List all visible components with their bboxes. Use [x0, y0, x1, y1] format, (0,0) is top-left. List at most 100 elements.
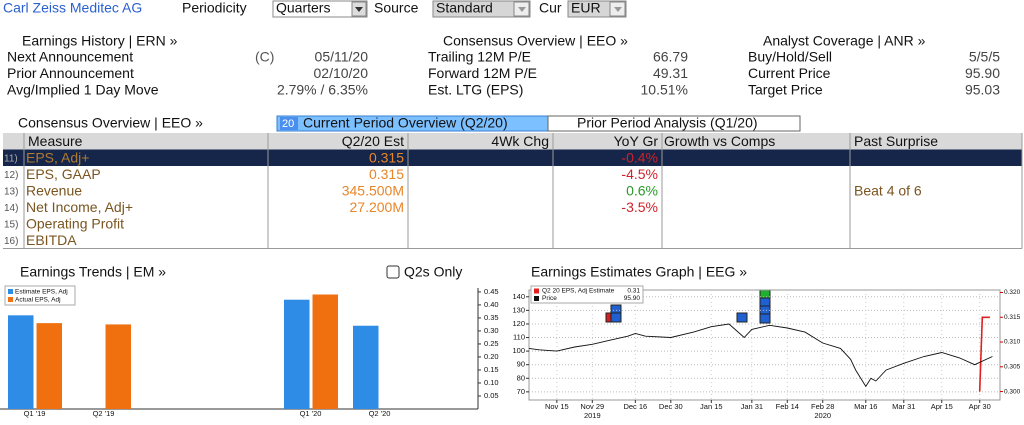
estimate: 345.500M	[342, 182, 404, 198]
y-tick-label: 80	[517, 373, 525, 382]
field-value: 5/5/5	[969, 49, 1000, 65]
section-title[interactable]: Consensus Overview | EEO »	[443, 33, 628, 49]
plot-frame	[528, 289, 1001, 401]
section-title[interactable]: Earnings Trends | EM »	[20, 264, 166, 280]
yoy-growth: -0.4%	[621, 149, 658, 165]
bar[interactable]	[8, 315, 34, 409]
y-tick-label: 120	[512, 319, 525, 328]
yoy-growth: -3.5%	[621, 199, 658, 215]
measure[interactable]: Revenue	[26, 182, 82, 198]
y2-tick-label: 0.320	[1004, 289, 1021, 296]
y-tick-label: 0.05	[484, 391, 499, 400]
measure[interactable]: Operating Profit	[26, 215, 124, 231]
y-tick-label: 70	[517, 387, 525, 396]
y-tick-label: 130	[512, 305, 525, 314]
x-tick-label: Feb 14	[776, 402, 799, 411]
bar[interactable]	[284, 299, 310, 409]
field-flag: (C)	[255, 49, 274, 65]
column-header: Growth vs Comps	[664, 133, 775, 149]
y-tick-label: 140	[512, 292, 525, 301]
measure[interactable]: EPS, GAAP	[26, 166, 101, 182]
x-tick-label: Apr 15	[931, 402, 953, 411]
row-highlight[interactable]	[3, 149, 1022, 167]
dropdown[interactable]	[272, 0, 368, 18]
field-value: 05/11/20	[315, 49, 369, 65]
x-tick-label: Q2 '19	[93, 409, 115, 418]
measure[interactable]: EBITDA	[26, 232, 77, 248]
section-title[interactable]: Consensus Overview | EEO »	[18, 115, 203, 131]
column-header: Past Surprise	[854, 133, 938, 149]
legend-swatch	[534, 288, 539, 294]
x-tick-label: Dec 30	[659, 402, 683, 411]
field-value: 95.90	[965, 65, 1000, 81]
legend	[530, 285, 644, 304]
tab[interactable]	[547, 115, 801, 132]
field-label: Forward 12M P/E	[428, 65, 537, 81]
bar[interactable]	[312, 294, 339, 409]
estimate: 0.315	[369, 166, 404, 182]
yoy-growth: 0.6%	[626, 182, 658, 198]
event-icon[interactable]	[610, 312, 622, 323]
bar[interactable]	[105, 324, 132, 409]
tab-label[interactable]: Current Period Overview (Q2/20)	[303, 115, 508, 131]
arrow-icon	[355, 7, 363, 12]
y-tick-label: 0.20	[484, 352, 499, 361]
source[interactable]: Standard	[436, 0, 493, 16]
y-tick-label: 90	[517, 360, 525, 369]
column-header: Measure	[28, 133, 83, 149]
company[interactable]: Carl Zeiss Meditec AG	[3, 0, 142, 16]
y2-tick-label: 0.300	[1004, 388, 1021, 395]
x-tick-label: Nov 15	[545, 402, 569, 411]
field-value: 02/10/20	[314, 65, 369, 81]
bar[interactable]	[353, 325, 379, 409]
checkbox-label[interactable]: Q2s Only	[404, 264, 462, 280]
field-label: Next Announcement	[7, 49, 133, 65]
field-label: Current Price	[748, 65, 831, 81]
section-title[interactable]: Earnings History | ERN »	[22, 33, 178, 49]
dropdown[interactable]	[432, 0, 531, 18]
event-icon[interactable]	[759, 313, 771, 324]
field-value: 10.51%	[641, 82, 688, 98]
field-label: Est. LTG (EPS)	[428, 82, 523, 98]
y2-tick-label: 0.305	[1004, 364, 1021, 371]
x-tick-label: Q2 '20	[369, 409, 391, 418]
y-tick-label: 100	[512, 346, 525, 355]
section-title[interactable]: Earnings Estimates Graph | EEG »	[531, 264, 747, 280]
legend-value: 95.90	[624, 295, 641, 302]
column-header: 4Wk Chg	[491, 133, 549, 149]
y-tick-label: 0.40	[484, 300, 499, 309]
yoy-growth: -4.5%	[621, 166, 658, 182]
y-tick-label: 0.25	[484, 339, 499, 348]
checkbox[interactable]	[386, 265, 400, 279]
x-tick-label: Feb 28	[811, 402, 834, 411]
field-label: Trailing 12M P/E	[428, 49, 531, 65]
currency-label: Cur	[539, 0, 562, 16]
x-tick-label: Mar 31	[892, 402, 915, 411]
field-value: 95.03	[965, 82, 1000, 98]
periodicity[interactable]: Quarters	[276, 0, 330, 16]
row-number: 15)	[4, 219, 18, 230]
y-tick-label: 0.10	[484, 378, 499, 387]
measure[interactable]: Net Income, Adj+	[26, 199, 133, 215]
arrow-icon	[518, 7, 526, 12]
currency[interactable]: EUR	[571, 0, 601, 16]
tab-badge	[280, 117, 298, 130]
field-label: Buy/Hold/Sell	[748, 49, 832, 65]
section-title[interactable]: Analyst Coverage | ANR »	[763, 33, 926, 49]
column-header: Q2/20 Est	[342, 133, 404, 149]
x-tick-label: Jan 15	[700, 402, 723, 411]
estimate: 27.200M	[350, 199, 404, 215]
year-label: 2020	[814, 411, 831, 420]
table-header	[3, 133, 1022, 150]
x-tick-label: Jan 31	[741, 402, 764, 411]
legend-value: 0.31	[627, 288, 640, 295]
event-icon[interactable]	[736, 312, 748, 323]
bar[interactable]	[36, 323, 63, 409]
measure[interactable]: EPS, Adj+	[26, 149, 89, 165]
row-number: 16)	[4, 236, 18, 247]
tab-label[interactable]: Prior Period Analysis (Q1/20)	[577, 115, 758, 131]
legend-label: Q2 20 EPS, Adj Estimate	[542, 288, 615, 295]
row-number: 13)	[4, 186, 18, 197]
y-tick-label: 0.15	[484, 365, 499, 374]
